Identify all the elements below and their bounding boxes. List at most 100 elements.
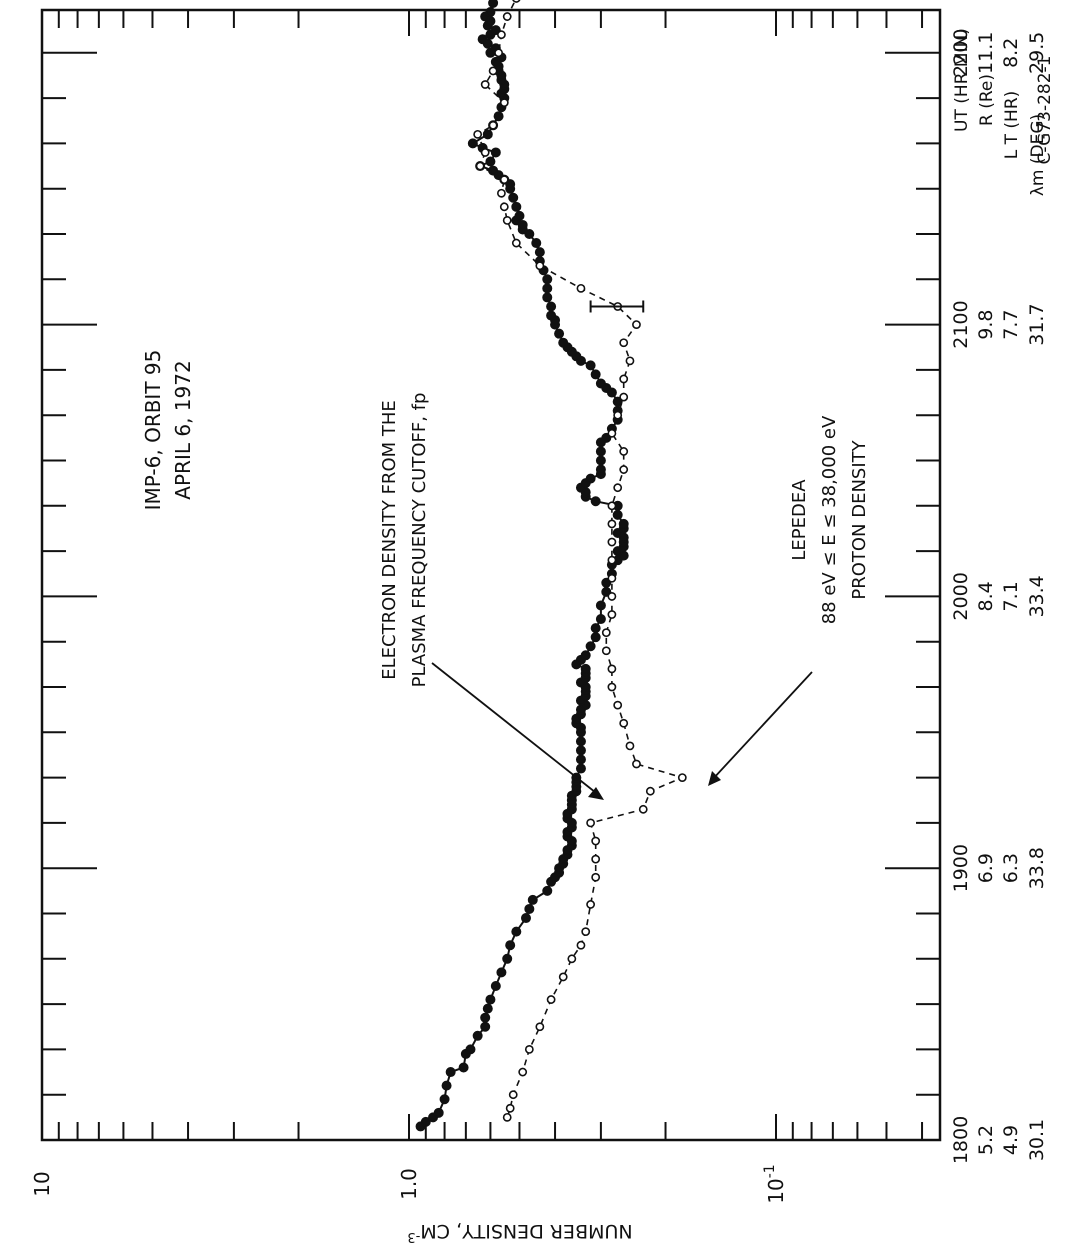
- proton-data-point: [619, 447, 629, 456]
- electron-data-point: [441, 1080, 452, 1091]
- electron-data-point: [511, 926, 522, 937]
- proton-data-point: [607, 682, 617, 692]
- proton-data-point: [645, 786, 655, 796]
- x-tick-label: 33.4: [1026, 575, 1048, 617]
- proton-data-point: [576, 940, 586, 950]
- proton-data-point: [488, 66, 498, 76]
- electron-data-point: [612, 396, 623, 407]
- proton-data-point: [488, 120, 498, 130]
- electron-data-point: [575, 754, 586, 765]
- electron-data-point: [480, 1012, 491, 1023]
- y-tick-label: 1.0: [397, 1168, 421, 1200]
- electron-data-point: [458, 1062, 469, 1073]
- proton-data-point: [497, 188, 506, 198]
- proton-annotation: LEPEDEA 88 eV ≤ E ≤ 38,000 eV PROTON DEN…: [789, 415, 870, 624]
- electron-data-point: [554, 328, 565, 339]
- proton-label-1: LEPEDEA: [789, 479, 810, 561]
- proton-label-3: PROTON DENSITY: [849, 439, 870, 599]
- electron-data-point: [534, 247, 545, 258]
- y-tick-label-text: 10: [30, 1171, 54, 1196]
- x-tick-label: 9.8: [975, 309, 997, 339]
- x-tick-label: 1900: [950, 844, 972, 892]
- proton-data-point: [567, 954, 577, 964]
- y-axis-label: NUMBER DENSITY, CM-3: [407, 1220, 632, 1244]
- x-tick-label: 31.7: [1026, 303, 1048, 345]
- proton-data-point: [619, 465, 629, 474]
- proton-data-point: [524, 1045, 534, 1054]
- electron-data-point: [496, 967, 507, 978]
- proton-data-point: [607, 664, 617, 674]
- electron-data-point: [542, 283, 553, 294]
- proton-data-point: [625, 741, 635, 751]
- electron-data-point: [485, 994, 496, 1005]
- proton-data-point: [607, 592, 617, 601]
- proton-data-point: [619, 374, 629, 384]
- proton-data-point: [499, 98, 509, 108]
- proton-data-point: [619, 392, 629, 402]
- x-tick-label: 11.1: [975, 32, 997, 74]
- electron-data-point: [546, 301, 557, 312]
- x-tick-label: 7.7: [1000, 309, 1022, 339]
- electron-data-point: [524, 229, 535, 240]
- electron-data-point: [524, 903, 535, 914]
- proton-data-point: [480, 80, 490, 89]
- proton-data-point: [613, 700, 623, 710]
- proton-data-point: [632, 759, 641, 769]
- electron-data-point: [488, 165, 499, 176]
- electron-data-point: [488, 0, 499, 8]
- proton-data-point: [546, 995, 556, 1004]
- proton-data-point: [502, 1112, 512, 1122]
- proton-arrowhead: [708, 771, 721, 786]
- electron-data-point: [590, 632, 601, 643]
- proton-data-point: [638, 804, 648, 814]
- proton-data-point: [512, 0, 521, 3]
- electron-data-point: [585, 473, 596, 484]
- x-tick-label: 2000: [950, 572, 972, 620]
- axis-ticks: [41, 10, 940, 1141]
- x-tick-label: 8.4: [975, 581, 997, 611]
- electron-data-point: [618, 518, 629, 529]
- electron-data-point: [502, 953, 513, 964]
- proton-data-point: [511, 238, 521, 248]
- electron-pointer: [431, 662, 601, 797]
- electron-data-point: [585, 641, 596, 652]
- title-line-1: IMP-6, ORBIT 95: [141, 350, 165, 511]
- x-tick-label: 30.1: [1026, 1119, 1048, 1161]
- x-row-label: λm (DEG): [1028, 114, 1048, 196]
- electron-data-point: [595, 600, 606, 611]
- electron-data-point: [493, 111, 504, 122]
- electron-data-point: [575, 745, 586, 756]
- proton-data-point: [535, 261, 545, 271]
- proton-data-point: [591, 854, 601, 864]
- proton-data-point: [558, 972, 568, 982]
- electron-data-point: [433, 1107, 444, 1118]
- electron-data-point: [508, 192, 519, 203]
- proton-data-point: [497, 30, 506, 40]
- proton-data-point: [601, 646, 611, 656]
- proton-data-point: [619, 718, 629, 728]
- electron-data-point: [465, 1044, 476, 1055]
- proton-data-point: [508, 1090, 518, 1100]
- proton-data-point: [502, 12, 512, 21]
- proton-data-point: [499, 175, 509, 185]
- electron-data-point: [575, 736, 586, 747]
- proton-data-point: [591, 872, 601, 882]
- electron-data-point: [542, 292, 553, 303]
- electron-data-point: [595, 464, 606, 475]
- proton-data-point: [505, 1103, 515, 1113]
- proton-data-point: [494, 48, 503, 58]
- electron-data-point: [590, 496, 601, 507]
- x-tick-label: 2100: [950, 300, 972, 348]
- proton-label-2: 88 eV ≤ E ≤ 38,000 eV: [819, 415, 840, 624]
- proton-data-point: [607, 519, 617, 529]
- proton-data-point: [586, 818, 596, 828]
- electron-data-point: [558, 337, 569, 348]
- y-tick-label-exponent: -1: [762, 1164, 778, 1178]
- proton-data-point: [677, 773, 687, 782]
- proton-data-point: [499, 202, 509, 212]
- electron-data-point: [590, 369, 601, 380]
- electron-data-point: [595, 614, 606, 625]
- plot-frame: [40, 8, 942, 1142]
- electron-data-point: [520, 913, 531, 924]
